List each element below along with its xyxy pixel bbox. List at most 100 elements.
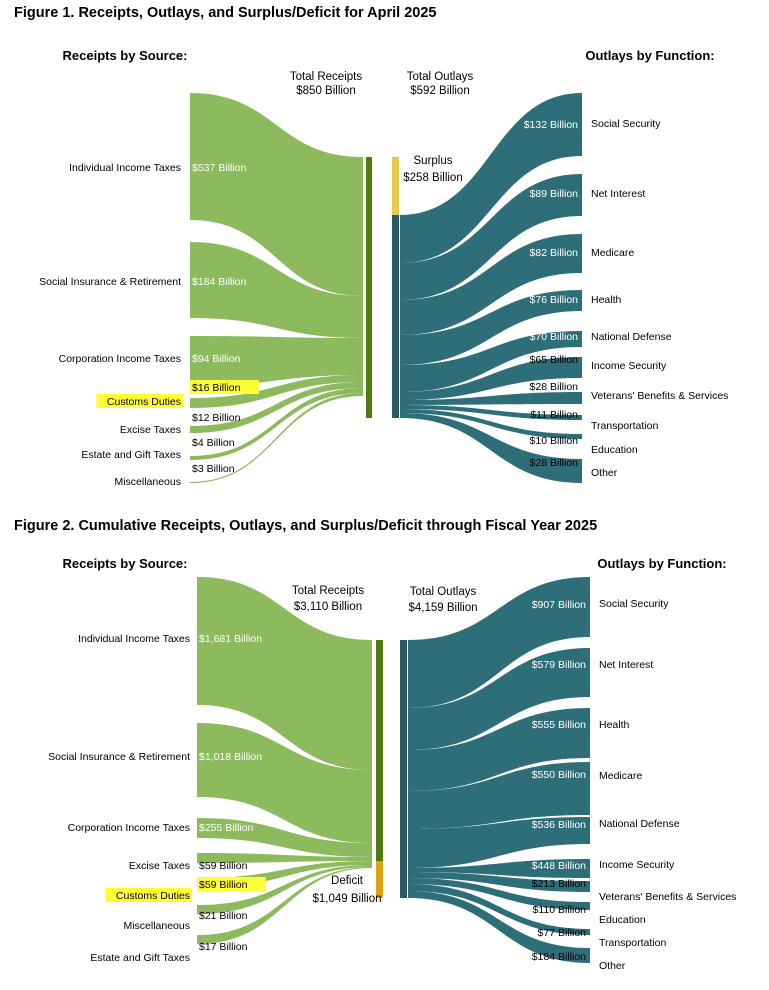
- fig2-outlay-flow: [408, 648, 590, 750]
- fig1-total-receipts-label: Total Receipts: [290, 71, 362, 83]
- fig1-outlay-label: Health: [591, 294, 622, 306]
- fig1-receipts-header: Receipts by Source:: [63, 48, 188, 63]
- fig1-outlay-label: Net Interest: [591, 188, 645, 200]
- fig1-outlay-value: $70 Billion: [530, 331, 579, 343]
- fig1-receipt-value: $3 Billion: [192, 463, 235, 475]
- fig2-receipt-label: Estate and Gift Taxes: [90, 952, 190, 964]
- fig1-receipt-label: Individual Income Taxes: [69, 162, 181, 174]
- fig1-outlay-value: $28 Billion: [530, 457, 579, 469]
- fig2-receipt-flow: [197, 577, 372, 770]
- fig2-receipt-label: Individual Income Taxes: [78, 633, 190, 645]
- fig2-outlay-flow: [408, 872, 590, 892]
- fig1-receipt-value: $4 Billion: [192, 437, 235, 449]
- fig2-receipt-flow: [197, 818, 372, 857]
- fig2-outlay-label: Other: [599, 960, 626, 972]
- fig1-outlay-label: Medicare: [591, 247, 634, 259]
- fig2-receipt-flow: [197, 723, 372, 843]
- fig1-total-outlays-label: Total Outlays: [407, 71, 474, 83]
- fig2-total-receipts-label: Total Receipts: [292, 585, 364, 597]
- fig1-outlays-header: Outlays by Function:: [585, 48, 714, 63]
- fig1-outlay-flow: [400, 409, 582, 439]
- fig1-outlay-flow: [400, 357, 582, 400]
- fig2-receipt-flow: [197, 853, 372, 863]
- fig2-receipt-value: $255 Billion: [199, 822, 253, 834]
- fig1-outlay-value: $89 Billion: [530, 188, 579, 200]
- fig2-outlay-value: $184 Billion: [532, 951, 586, 963]
- fig1-highlight: [190, 380, 259, 394]
- fig1-receipt-label: Excise Taxes: [120, 424, 181, 436]
- fig1-balance-bar: [392, 157, 399, 215]
- fig1-outlay-label: Income Security: [591, 360, 667, 372]
- fig2-outlay-value: $907 Billion: [532, 599, 586, 611]
- fig2-highlight: [105, 888, 192, 902]
- fig2-outlay-label: Health: [599, 719, 630, 731]
- fig1-outlay-label: Education: [591, 444, 638, 456]
- fig2-outlay-value: $213 Billion: [532, 878, 586, 890]
- fig1-receipt-label: Corporation Income Taxes: [59, 353, 181, 365]
- fig1-title: Figure 1. Receipts, Outlays, and Surplus…: [14, 5, 437, 21]
- fig2-outlay-label: Transportation: [599, 937, 666, 949]
- fig1-receipt-value: $16 Billion: [192, 382, 241, 394]
- fig1-outlay-value: $11 Billion: [530, 409, 578, 421]
- fig2-receipt-value: $1,681 Billion: [199, 633, 262, 645]
- fig2-balance-label: Deficit: [331, 875, 364, 887]
- fig1-receipt-label: Customs Duties: [107, 396, 181, 408]
- fig2-receipt-label: Corporation Income Taxes: [68, 822, 190, 834]
- fig1-outlay-value: $65 Billion: [530, 354, 579, 366]
- fig2-receipt-flow: [197, 865, 372, 914]
- fig2-outlay-value: $579 Billion: [532, 659, 586, 671]
- fig1-receipt-flow: [190, 242, 363, 338]
- fig1-receipt-value: $184 Billion: [192, 276, 246, 288]
- fig2-outlay-flow: [408, 817, 590, 868]
- fig1-outlay-flow: [400, 93, 582, 263]
- fig2-outlays-bar: [400, 640, 407, 898]
- fig2-total-receipts-value: $3,110 Billion: [294, 601, 362, 613]
- fig1-outlay-flow: [400, 290, 582, 365]
- fig1-outlay-flow: [400, 331, 582, 392]
- fig1-outlay-label: Other: [591, 467, 618, 479]
- fig1-outlay-label: Social Security: [591, 118, 661, 130]
- fig1-receipt-value: $537 Billion: [192, 162, 246, 174]
- fig1-outlay-flow: [400, 234, 582, 335]
- fig2-outlay-value: $536 Billion: [532, 819, 586, 831]
- fig2-outlay-value: $448 Billion: [532, 860, 586, 872]
- fig2-outlay-flow: [408, 577, 590, 708]
- fig1-receipt-value: $12 Billion: [192, 412, 241, 424]
- fig1-receipt-flow: [190, 336, 363, 386]
- fig1-receipt-flow: [190, 382, 363, 433]
- fig2-title: Figure 2. Cumulative Receipts, Outlays, …: [14, 518, 597, 534]
- fig2-receipt-value: $59 Billion: [199, 860, 248, 872]
- fig1-receipt-label: Miscellaneous: [114, 476, 181, 488]
- fig2-outlay-label: Veterans' Benefits & Services: [599, 891, 736, 903]
- fig2-receipt-flow: [197, 867, 372, 944]
- fig2-outlay-flow: [408, 891, 590, 963]
- fig2-receipt-label: Miscellaneous: [123, 920, 190, 932]
- fig1-receipt-flow: [190, 393, 363, 483]
- fig1-outlay-label: Veterans' Benefits & Services: [591, 390, 728, 402]
- fig2-receipt-value: $1,018 Billion: [199, 751, 262, 763]
- fig2-outlay-flow: [408, 708, 590, 791]
- fig1-highlight: [96, 394, 183, 408]
- fig2-balance-value: $1,049 Billion: [312, 893, 381, 905]
- fig1-outlay-value: $76 Billion: [530, 294, 579, 306]
- fig2-receipt-value: $21 Billion: [199, 910, 248, 922]
- fig2-balance-bar: [376, 861, 383, 898]
- fig2-outlay-value: $110 Billion: [532, 904, 586, 916]
- fig2-total-outlays-label: Total Outlays: [410, 586, 477, 598]
- fig1-receipt-label: Estate and Gift Taxes: [81, 449, 181, 461]
- fig1-receipt-flow: [190, 375, 363, 408]
- fig2-receipts-header: Receipts by Source:: [63, 556, 188, 571]
- fig2-outlay-label: Medicare: [599, 770, 642, 782]
- fig1-outlay-label: Transportation: [591, 420, 658, 432]
- fig2-outlays-header: Outlays by Function:: [597, 556, 726, 571]
- fig2-receipt-label: Customs Duties: [116, 890, 190, 902]
- fig2-outlay-label: National Defense: [599, 818, 680, 830]
- fig1-outlay-label: National Defense: [591, 331, 672, 343]
- fig1-total-outlays-value: $592 Billion: [410, 85, 469, 97]
- fig2-receipt-value: $59 Billion: [199, 879, 248, 891]
- fig2-outlay-value: $77 Billion: [538, 927, 587, 939]
- fig1-outlay-value: $10 Billion: [530, 435, 579, 447]
- fig1-receipt-value: $94 Billion: [192, 353, 241, 365]
- fig2-outlay-flow: [408, 762, 590, 829]
- fig1-receipt-label: Social Insurance & Retirement: [39, 276, 181, 288]
